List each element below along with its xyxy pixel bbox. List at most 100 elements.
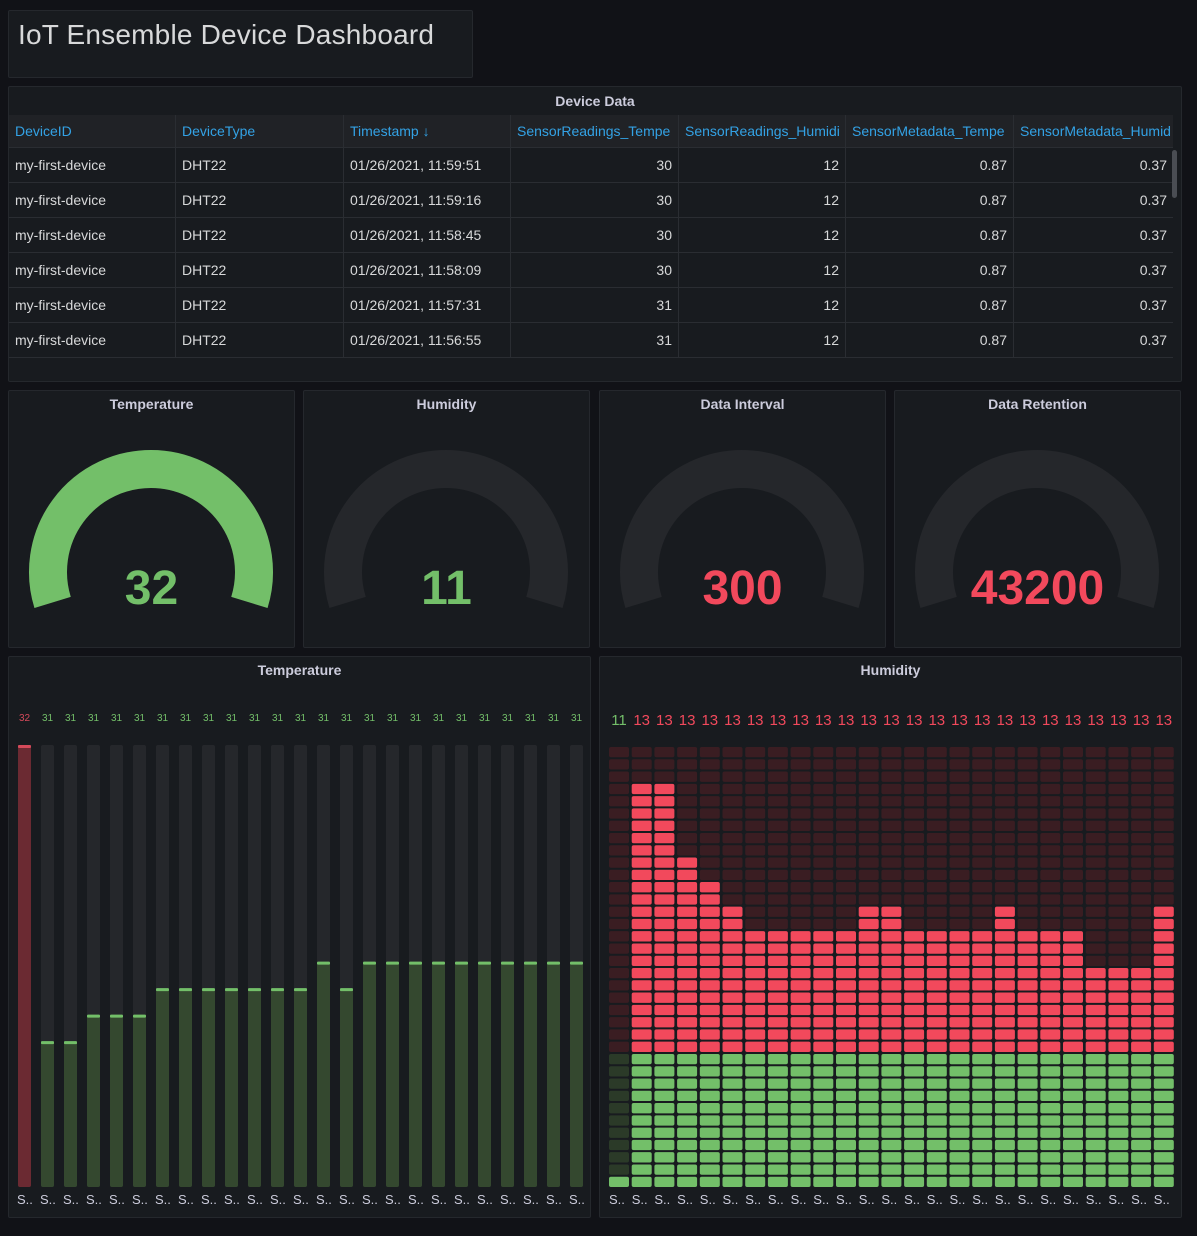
bar-fill[interactable]	[133, 1014, 146, 1187]
bar-fill[interactable]	[501, 961, 514, 1187]
lcd-cell	[1108, 1139, 1129, 1151]
column-header-sensorreadings-temperature[interactable]: SensorReadings_Tempe	[511, 115, 679, 147]
device-data-table: DeviceID DeviceType Timestamp ↓ SensorRe…	[9, 115, 1173, 367]
lcd-cell	[722, 771, 743, 782]
lcd-cell	[926, 918, 947, 930]
lcd-cell	[745, 1053, 766, 1065]
bar-fill[interactable]	[202, 988, 215, 1187]
lcd-cell	[722, 1078, 743, 1089]
bar-fill[interactable]	[524, 961, 537, 1187]
panel-title[interactable]: Humidity	[416, 396, 477, 412]
lcd-cell	[767, 1115, 788, 1126]
bar-fill[interactable]	[248, 988, 261, 1187]
lcd-cell	[972, 955, 993, 966]
column-header-sensormetadata-temperature[interactable]: SensorMetadata_Tempe	[846, 115, 1014, 147]
panel-title[interactable]: Data Interval	[700, 396, 785, 412]
bar-fill[interactable]	[64, 1041, 77, 1187]
column-header-deviceid[interactable]: DeviceID	[9, 115, 176, 147]
data-interval-gauge-panel: Data Interval 300	[599, 390, 886, 648]
bar-fill[interactable]	[432, 961, 445, 1187]
lcd-cell	[881, 857, 902, 868]
lcd-cell	[1108, 1041, 1129, 1052]
column-header-sensorreadings-humidity[interactable]: SensorReadings_Humidi	[679, 115, 846, 147]
bar-cap	[432, 961, 445, 965]
lcd-cell	[1085, 1152, 1106, 1163]
bar-fill[interactable]	[179, 988, 192, 1187]
lcd-cell	[767, 980, 788, 991]
bar-fill[interactable]	[294, 988, 307, 1187]
lcd-cell	[1040, 894, 1061, 905]
lcd-cell	[813, 796, 834, 807]
lcd-cell	[949, 1041, 970, 1052]
lcd-cell	[745, 894, 766, 905]
bar-fill[interactable]	[271, 988, 284, 1187]
bar-cap	[501, 961, 514, 965]
bar-fill[interactable]	[110, 1014, 123, 1187]
lcd-cell	[1040, 1152, 1061, 1163]
lcd-cell	[767, 894, 788, 905]
lcd-cell	[926, 1152, 947, 1163]
lcd-cell	[836, 1017, 856, 1028]
bar-fill[interactable]	[317, 961, 330, 1187]
bar-fill[interactable]	[570, 961, 583, 1187]
panel-title[interactable]: Temperature	[109, 396, 194, 412]
lcd-cell	[1153, 1078, 1174, 1089]
lcd-cell	[699, 1029, 720, 1040]
lcd-cell	[1017, 955, 1038, 966]
lcd-cell	[1017, 1164, 1038, 1175]
lcd-cell	[926, 1176, 947, 1187]
bar-fill[interactable]	[41, 1041, 54, 1187]
lcd-cell	[1040, 747, 1061, 758]
lcd-cell	[858, 820, 879, 831]
lcd-cell	[1108, 1176, 1129, 1187]
lcd-cell	[858, 918, 879, 930]
lcd-cell	[972, 931, 993, 942]
bar-fill[interactable]	[156, 988, 169, 1187]
lcd-cell	[813, 783, 834, 795]
lcd-cell	[994, 1103, 1015, 1114]
lcd-cell	[1040, 820, 1061, 831]
bar-fill[interactable]	[547, 961, 560, 1187]
panel-title[interactable]: Temperature	[257, 662, 342, 678]
bar-fill[interactable]	[340, 988, 353, 1187]
lcd-cell	[1131, 882, 1152, 893]
lcd-cell	[904, 1090, 925, 1102]
bar-category-label: S..	[385, 1192, 401, 1207]
lcd-cell	[767, 931, 788, 942]
lcd-cell	[836, 980, 856, 991]
bar-fill[interactable]	[363, 961, 376, 1187]
bar-fill[interactable]	[18, 745, 31, 1187]
column-header-sensormetadata-humidity[interactable]: SensorMetadata_Humid	[1020, 123, 1171, 139]
bar-fill[interactable]	[478, 961, 491, 1187]
lcd-cell	[881, 906, 902, 917]
lcd-cell	[699, 857, 720, 868]
lcd-cell	[654, 1041, 675, 1052]
lcd-cell	[881, 894, 902, 905]
lcd-cell	[813, 1029, 834, 1040]
lcd-cell	[813, 943, 834, 954]
bar-fill[interactable]	[87, 1014, 100, 1187]
panel-title[interactable]: Device Data	[555, 93, 635, 109]
bar-fill[interactable]	[455, 961, 468, 1187]
lcd-cell	[926, 943, 947, 954]
bar-fill[interactable]	[386, 961, 399, 1187]
table-cell: 0.87	[846, 148, 1014, 182]
column-header-devicetype[interactable]: DeviceType	[176, 115, 344, 147]
lcd-cell	[745, 1017, 766, 1028]
lcd-cell	[1017, 1127, 1038, 1138]
lcd-cell	[813, 808, 834, 819]
bar-fill[interactable]	[409, 961, 422, 1187]
column-header-timestamp[interactable]: Timestamp ↓	[344, 115, 511, 147]
lcd-cell	[1108, 955, 1129, 966]
lcd-cell	[677, 796, 698, 807]
lcd-cell	[813, 1164, 834, 1175]
lcd-cell	[994, 943, 1015, 954]
panel-title[interactable]: Data Retention	[988, 396, 1087, 412]
panel-title[interactable]: Humidity	[860, 662, 921, 678]
table-scrollbar[interactable]	[1172, 150, 1177, 198]
bar-fill[interactable]	[225, 988, 238, 1187]
lcd-cell	[1108, 1127, 1129, 1138]
lcd-cell	[994, 857, 1015, 868]
lcd-cell	[972, 1017, 993, 1028]
lcd-cell	[677, 1139, 698, 1151]
